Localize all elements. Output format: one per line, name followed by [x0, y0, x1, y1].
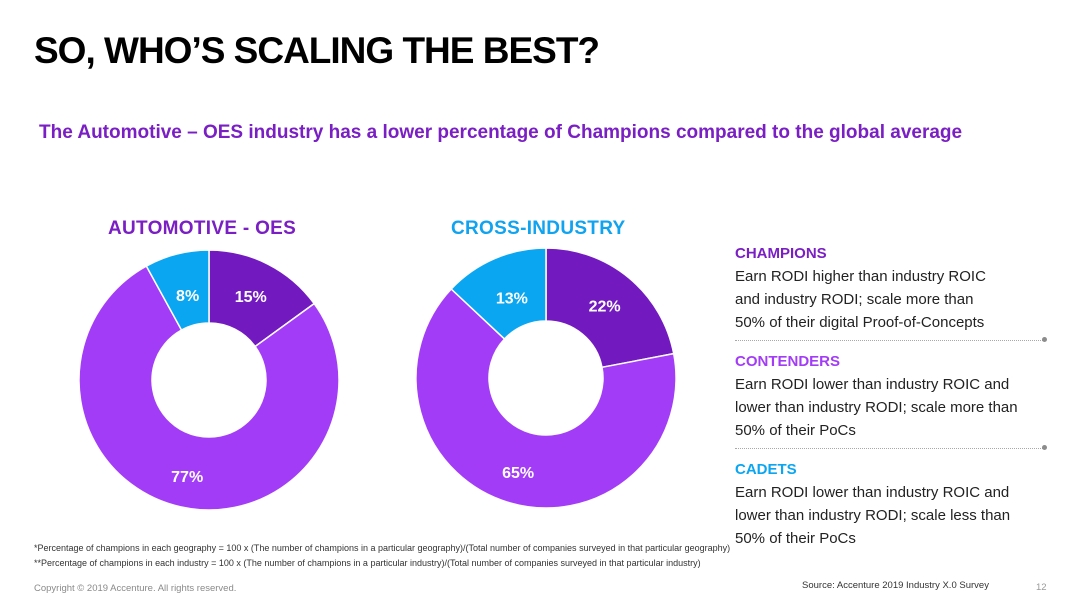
page-number: 12 [1036, 582, 1047, 593]
donut-slice-cadets [450, 247, 547, 341]
donut-slice-champions [545, 247, 675, 369]
legend-item-contenders: CONTENDERS Earn RODI lower than industry… [735, 352, 1055, 442]
page-title: SO, WHO’S SCALING THE BEST? [34, 30, 600, 71]
legend-line: 50% of their PoCs [735, 422, 856, 439]
legend-line: Earn RODI lower than industry ROIC and [735, 484, 1010, 501]
cross-industry-donut-chart: 22% 65% 13% [415, 247, 677, 509]
legend-name-contenders: CONTENDERS [735, 353, 841, 370]
legend-desc-champions: Earn RODI higher than industry ROIC and … [735, 265, 1055, 334]
legend-item-cadets: CADETS Earn RODI lower than industry ROI… [735, 460, 1055, 550]
legend-divider [735, 337, 1047, 342]
automotive-donut-chart: 15% 77% 8% [78, 249, 340, 511]
donut-label-cadets: 8% [176, 288, 199, 305]
donut-label-champions: 22% [589, 298, 621, 315]
legend-divider [735, 445, 1047, 450]
legend-line: 50% of their digital Proof-of-Concepts [735, 314, 985, 331]
donut-slice-contenders [415, 287, 677, 509]
donut-label-contenders: 65% [502, 465, 534, 482]
donut-label-champions: 15% [235, 289, 267, 306]
legend-line: and industry RODI; scale more than [735, 291, 974, 308]
footnote-geography: *Percentage of champions in each geograp… [34, 543, 731, 553]
legend-desc-cadets: Earn RODI lower than industry ROIC and l… [735, 481, 1055, 550]
legend-line: Earn RODI higher than industry ROIC [735, 268, 986, 285]
donut-slice-cadets [145, 249, 210, 332]
segment-legend: CHAMPIONS Earn RODI higher than industry… [735, 244, 1055, 550]
legend-line: Earn RODI lower than industry ROIC and [735, 376, 1010, 393]
donut-label-contenders: 77% [171, 469, 203, 486]
page-subtitle: The Automotive – OES industry has a lowe… [39, 122, 963, 143]
automotive-chart-title: AUTOMOTIVE - OES [108, 218, 297, 239]
legend-item-champions: CHAMPIONS Earn RODI higher than industry… [735, 244, 1055, 334]
footnote-industry: **Percentage of champions in each indust… [34, 558, 701, 568]
donut-label-cadets: 13% [496, 290, 528, 307]
legend-desc-contenders: Earn RODI lower than industry ROIC and l… [735, 373, 1055, 442]
cross-industry-chart-title: CROSS-INDUSTRY [451, 218, 626, 239]
donut-slice-contenders [78, 265, 340, 511]
legend-name-champions: CHAMPIONS [735, 245, 827, 262]
legend-name-cadets: CADETS [735, 461, 797, 478]
copyright-notice: Copyright © 2019 Accenture. All rights r… [34, 583, 237, 594]
legend-line: lower than industry RODI; scale less tha… [735, 507, 1011, 524]
source-note: Source: Accenture 2019 Industry X.0 Surv… [802, 580, 989, 591]
legend-line: lower than industry RODI; scale more tha… [735, 399, 1018, 416]
legend-line: 50% of their PoCs [735, 530, 856, 547]
